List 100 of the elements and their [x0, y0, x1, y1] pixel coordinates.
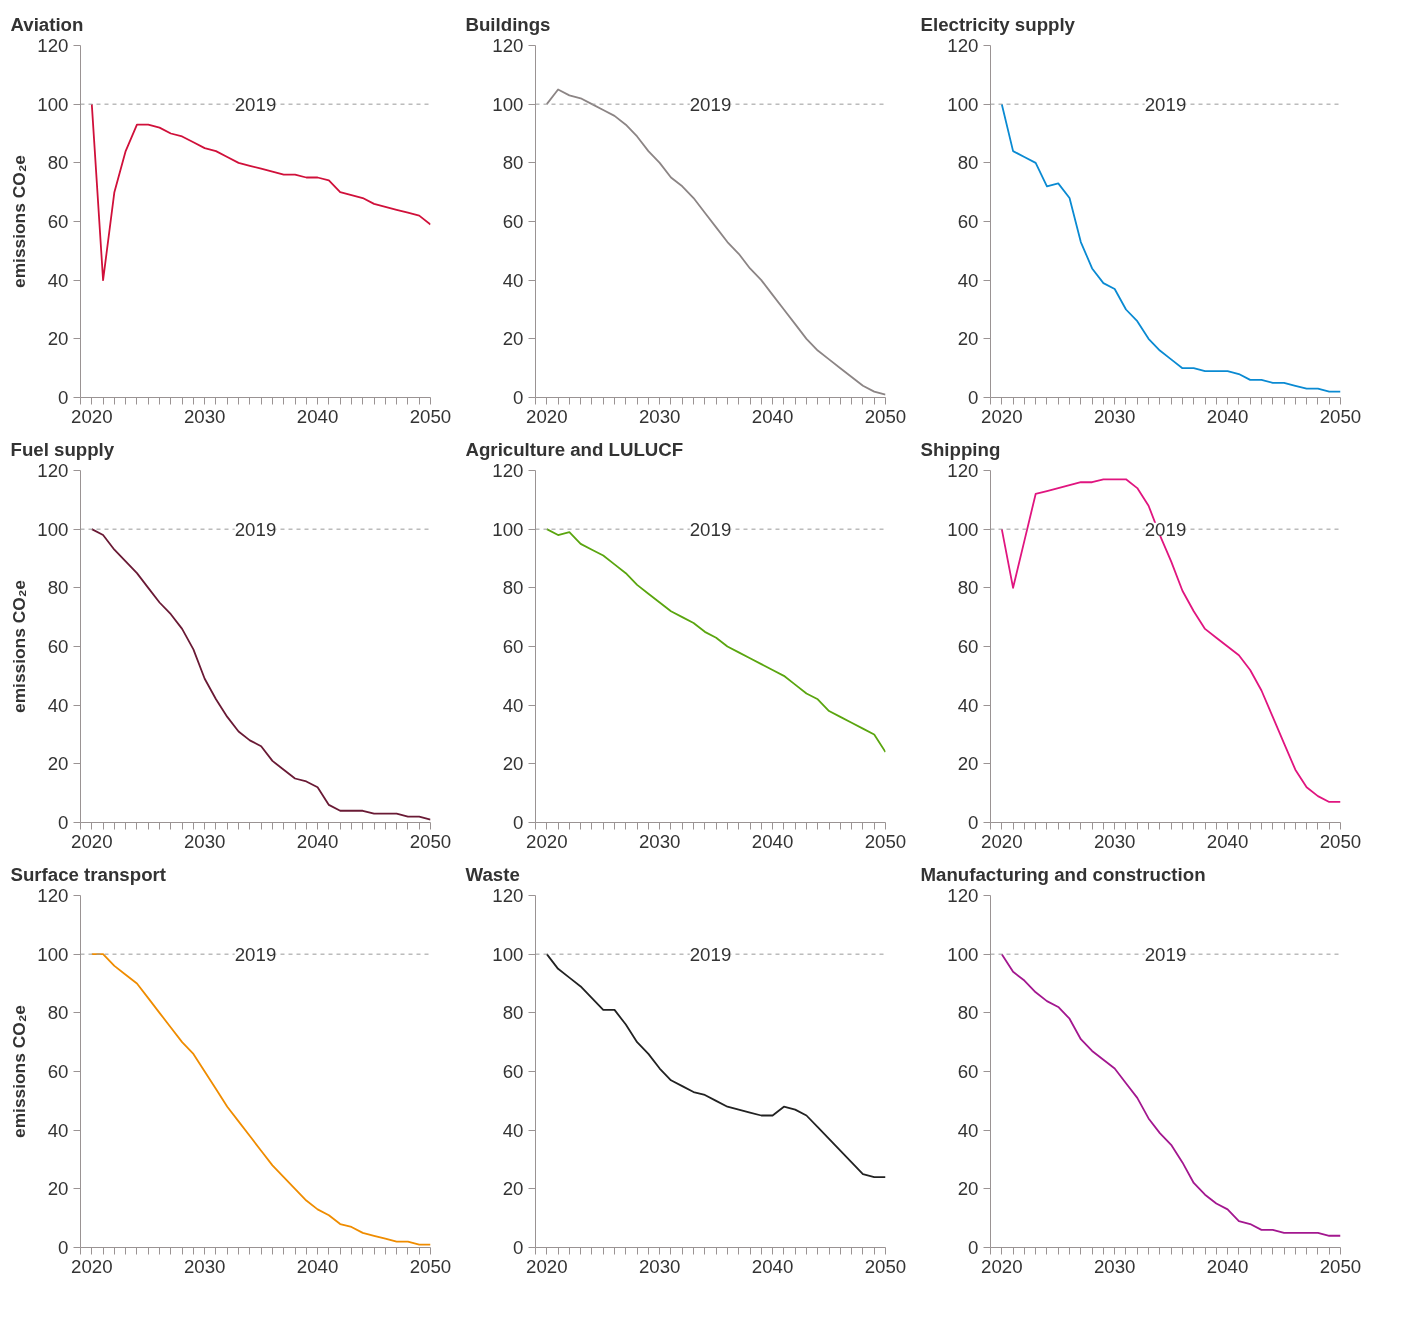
x-tick-label: 2050	[1319, 1255, 1362, 1277]
x-tick-label: 2020	[71, 830, 113, 852]
y-tick-label: 100	[37, 518, 69, 540]
annotation: 2019	[1144, 93, 1187, 115]
y-tick-label: 40	[502, 1119, 524, 1141]
y-tick-label: 20	[957, 1178, 979, 1200]
x-tick-label: 2050	[409, 830, 452, 852]
annotation: 2019	[689, 518, 732, 540]
y-tick-label: 0	[513, 1237, 524, 1258]
y-tick-label: 20	[47, 328, 69, 350]
x-tick-label: 2030	[1093, 405, 1136, 427]
y-tick-label: 80	[47, 577, 69, 599]
y-tick-label: 20	[47, 753, 69, 775]
y-tick-label: 0	[58, 1237, 69, 1258]
annotation: 2019	[234, 93, 277, 115]
y-tick-label: 40	[502, 269, 524, 291]
y-tick-label: 0	[968, 387, 979, 408]
y-tick-label: 80	[502, 152, 524, 174]
x-tick-label: 2030	[638, 1255, 681, 1277]
chart-title: Manufacturing and construction	[920, 863, 1206, 885]
chart-title: Fuel supply	[10, 438, 115, 460]
y-tick-label: 120	[492, 885, 524, 906]
annotation: 2019	[1144, 518, 1187, 540]
x-tick-label: 2020	[526, 405, 568, 427]
y-tick-label: 60	[502, 1061, 524, 1082]
y-tick-label: 60	[47, 211, 69, 232]
y-tick-label: 100	[492, 93, 524, 115]
x-tick-label: 2040	[296, 830, 339, 852]
y-tick-label: 60	[957, 211, 979, 232]
y-tick-label: 120	[37, 460, 69, 481]
y-tick-label: 120	[492, 35, 524, 56]
y-tick-label: 40	[502, 694, 524, 716]
x-tick-label: 2020	[71, 405, 113, 427]
x-tick-label: 2020	[981, 830, 1023, 852]
y-axis-title: emissions CO₂e	[9, 1004, 30, 1138]
x-tick-label: 2030	[183, 1255, 226, 1277]
chart-title: Shipping	[920, 438, 1001, 460]
y-tick-label: 0	[513, 387, 524, 408]
y-tick-label: 60	[502, 211, 524, 232]
y-axis-title: emissions CO₂e	[9, 579, 30, 713]
chart-title: Surface transport	[10, 863, 167, 885]
y-tick-label: 60	[957, 636, 979, 657]
y-tick-label: 100	[947, 943, 979, 965]
x-tick-label: 2020	[981, 1255, 1023, 1277]
x-tick-label: 2040	[1206, 1255, 1249, 1277]
x-tick-label: 2050	[864, 830, 907, 852]
x-tick-label: 2030	[183, 830, 226, 852]
x-tick-label: 2040	[751, 830, 794, 852]
chart-title: Aviation	[10, 13, 84, 35]
y-tick-label: 0	[58, 387, 69, 408]
x-tick-label: 2030	[1093, 1255, 1136, 1277]
chart-title: Electricity supply	[920, 13, 1076, 35]
x-tick-label: 2040	[1206, 830, 1249, 852]
x-tick-label: 2050	[409, 405, 452, 427]
x-tick-label: 2040	[751, 405, 794, 427]
y-tick-label: 40	[47, 694, 69, 716]
x-tick-label: 2040	[296, 1255, 339, 1277]
x-tick-label: 2020	[526, 830, 568, 852]
y-tick-label: 80	[47, 152, 69, 174]
y-tick-label: 20	[47, 1178, 69, 1200]
x-tick-label: 2030	[638, 405, 681, 427]
y-tick-label: 40	[47, 1119, 69, 1141]
y-tick-label: 0	[968, 1237, 979, 1258]
y-tick-label: 80	[957, 577, 979, 599]
y-tick-label: 100	[947, 518, 979, 540]
y-tick-label: 80	[502, 1002, 524, 1024]
x-tick-label: 2030	[638, 830, 681, 852]
y-tick-label: 60	[957, 1061, 979, 1082]
y-tick-label: 100	[37, 93, 69, 115]
annotation: 2019	[689, 93, 732, 115]
y-tick-label: 120	[947, 885, 979, 906]
x-tick-label: 2050	[864, 1255, 907, 1277]
y-tick-label: 80	[957, 1002, 979, 1024]
chart-title: Waste	[465, 863, 520, 885]
y-tick-label: 20	[502, 328, 524, 350]
x-tick-label: 2030	[183, 405, 226, 427]
y-axis-title: emissions CO₂e	[9, 154, 30, 288]
y-tick-label: 0	[968, 812, 979, 833]
x-tick-label: 2020	[526, 1255, 568, 1277]
y-tick-label: 20	[502, 753, 524, 775]
x-tick-label: 2020	[981, 405, 1023, 427]
y-tick-label: 40	[957, 694, 979, 716]
y-tick-label: 100	[492, 943, 524, 965]
annotation: 2019	[234, 518, 277, 540]
y-tick-label: 100	[947, 93, 979, 115]
y-tick-label: 80	[47, 1002, 69, 1024]
x-tick-label: 2050	[409, 1255, 452, 1277]
y-tick-label: 60	[47, 1061, 69, 1082]
y-tick-label: 80	[957, 152, 979, 174]
y-tick-label: 100	[492, 518, 524, 540]
chart-title: Buildings	[465, 13, 551, 35]
y-tick-label: 80	[502, 577, 524, 599]
y-tick-label: 120	[947, 35, 979, 56]
chart-title: Agriculture and LULUCF	[465, 438, 684, 460]
y-tick-label: 120	[947, 460, 979, 481]
y-tick-label: 40	[957, 1119, 979, 1141]
x-tick-label: 2050	[864, 405, 907, 427]
y-tick-label: 60	[502, 636, 524, 657]
y-tick-label: 60	[47, 636, 69, 657]
y-tick-label: 100	[37, 943, 69, 965]
